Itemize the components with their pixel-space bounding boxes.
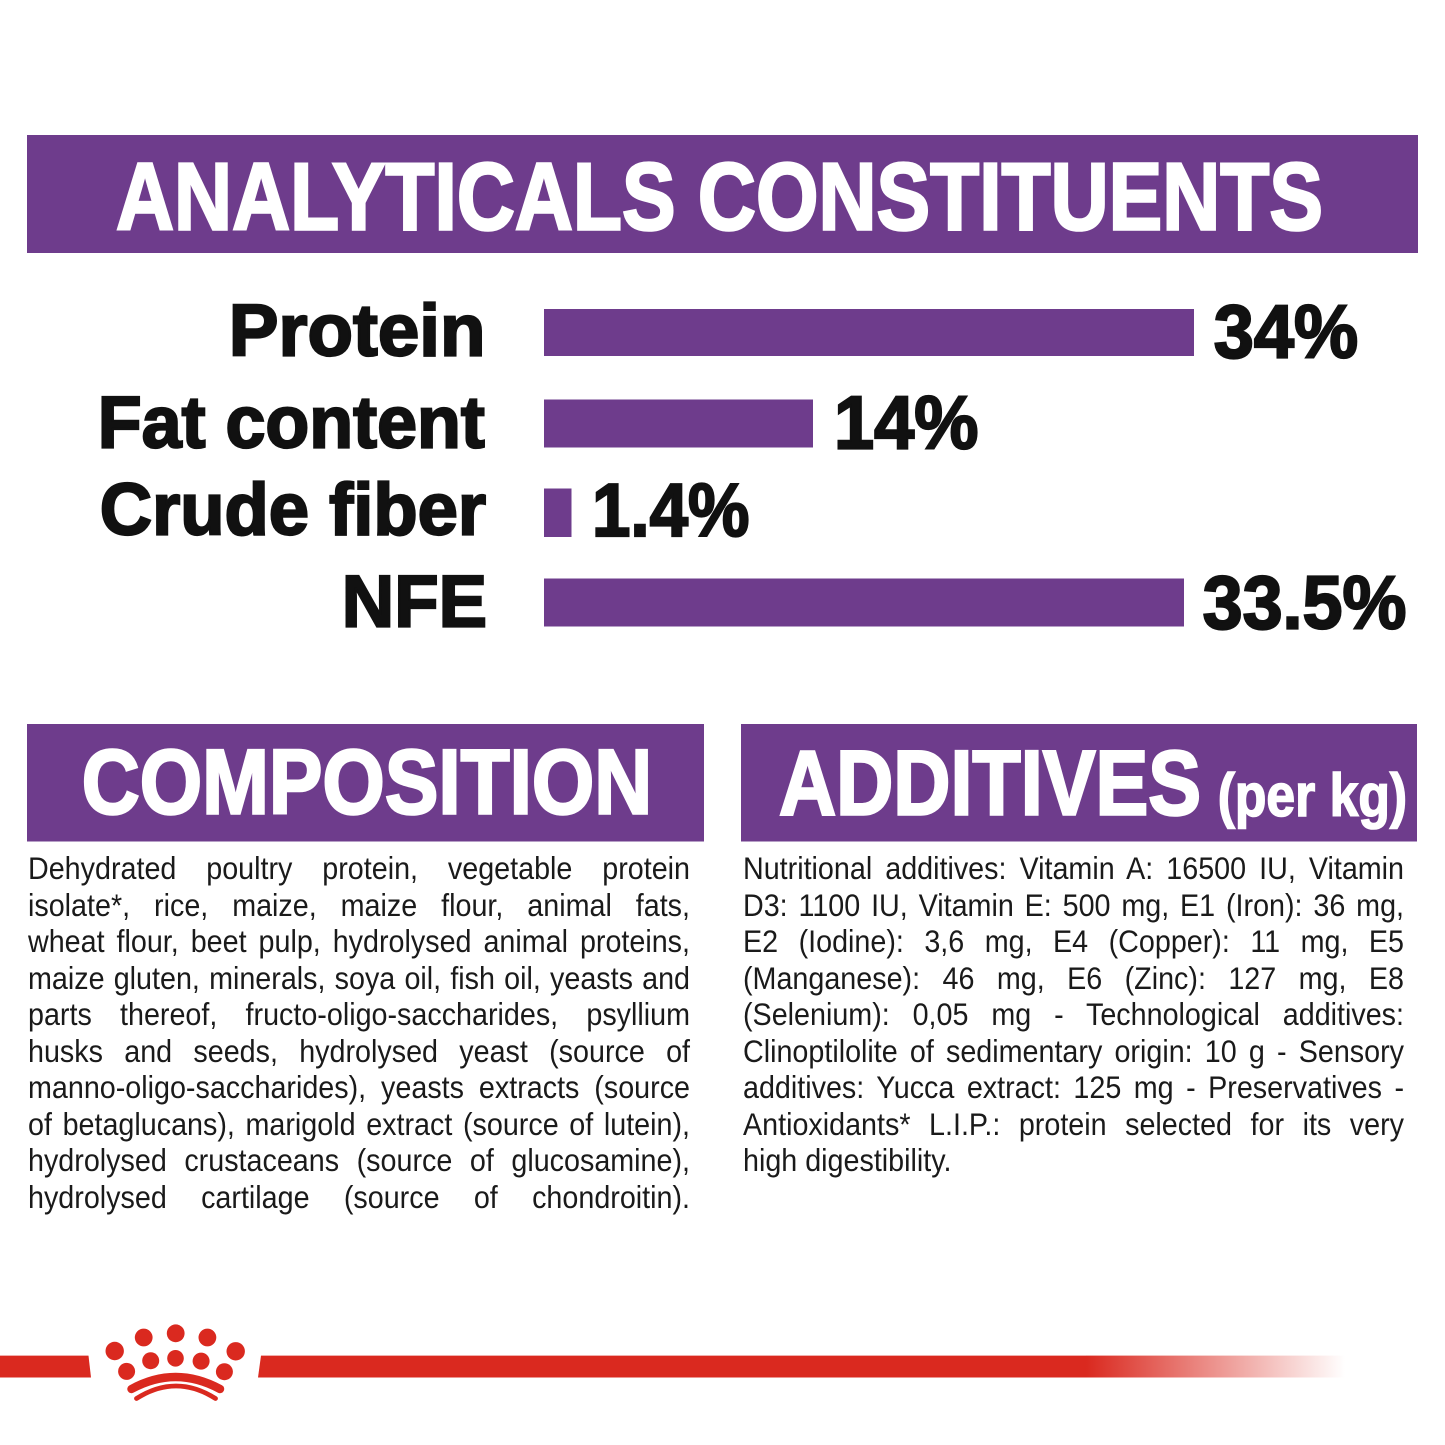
svg-text:COMPOSITION: COMPOSITION	[82, 732, 652, 834]
svg-text:ADDITIVES: ADDITIVES	[779, 733, 1201, 835]
svg-text:Crude fiber: Crude fiber	[100, 468, 486, 551]
svg-text:33.5%: 33.5%	[1203, 560, 1407, 644]
svg-text:NFE: NFE	[342, 559, 487, 642]
svg-text:ANALYTICALS CONSTITUENTS: ANALYTICALS CONSTITUENTS	[116, 144, 1323, 251]
svg-text:1.4%: 1.4%	[592, 468, 749, 552]
svg-text:14%: 14%	[834, 381, 979, 465]
svg-text:Fat content: Fat content	[98, 380, 485, 463]
svg-text:34%: 34%	[1214, 290, 1358, 374]
svg-text:Protein: Protein	[229, 288, 486, 371]
svg-text:(per kg): (per kg)	[1218, 762, 1407, 829]
